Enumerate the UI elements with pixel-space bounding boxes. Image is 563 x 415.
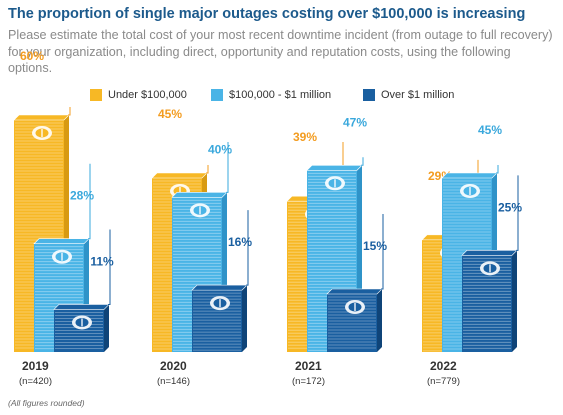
bar-2021-100k-1m-leader [361, 157, 364, 166]
bar-2021-over-1m-label: 15% [363, 239, 387, 253]
year-label-2019: 2019 [22, 359, 49, 373]
legend-label-100k-1m: $100,000 - $1 million [229, 89, 332, 101]
bar-2021-over-1m-side [377, 289, 382, 352]
bar-2020-over-1m-top [191, 284, 248, 291]
sample-size-2022: (n=779) [427, 376, 460, 387]
bar-2020-under-100k-label: 45% [158, 107, 182, 121]
legend-swatch-over-1m [363, 89, 375, 101]
bar-2020-under-100k-leader [206, 165, 209, 174]
bar-2021-over-1m-top [326, 288, 383, 295]
bar-2022-over-1m-top [461, 250, 518, 256]
bar-2022-100k-1m-label: 45% [478, 123, 502, 137]
sample-size-2019: (n=420) [19, 376, 52, 387]
chart-title: The proportion of single major outages c… [8, 6, 526, 22]
legend-item-over-1m: Over $1 million [363, 89, 454, 101]
bar-2019-100k-1m-top [33, 238, 90, 245]
bar-2021-over-1m-leader [381, 214, 384, 290]
bar-2019-under-100k-label: 60% [20, 49, 44, 63]
sample-size-2020: (n=146) [157, 376, 190, 387]
bar-2019-100k-1m-leader [88, 163, 91, 240]
bar-2021-100k-1m-top [306, 164, 363, 171]
bar-2020-over-1m-leader [246, 210, 249, 286]
bar-2019-over-1m-side [104, 304, 109, 352]
bar-2019-over-1m-top [53, 304, 110, 310]
chart-subtitle: Please estimate the total cost of your m… [8, 28, 553, 75]
bar-2020-100k-1m-label: 40% [208, 142, 232, 156]
legend-swatch-100k-1m [211, 89, 223, 101]
legend: Under $100,000 $100,000 - $1 million Ove… [0, 89, 563, 105]
bar-2019-under-100k-leader [68, 107, 71, 116]
bar-2020-under-100k-top [151, 172, 208, 179]
legend-item-under-100k: Under $100,000 [90, 89, 187, 101]
year-label-2021: 2021 [295, 359, 322, 373]
bar-2019-over-1m-label: 11% [90, 254, 114, 268]
bar-2022-100k-1m-top [441, 172, 498, 179]
bar-2021-under-100k-label: 39% [293, 130, 317, 144]
bar-2019-over-1m-leader [108, 229, 111, 305]
bar-2022-100k-1m-leader [496, 165, 499, 174]
legend-swatch-under-100k [90, 89, 102, 101]
bar-2022-over-1m-label: 25% [498, 200, 522, 214]
year-label-2020: 2020 [160, 359, 187, 373]
sample-size-2021: (n=172) [292, 376, 325, 387]
bar-2020-over-1m-side [242, 285, 247, 352]
footnote: (All figures rounded) [8, 398, 85, 408]
bar-2020-100k-1m-top [171, 192, 228, 198]
legend-item-100k-1m: $100,000 - $1 million [211, 89, 331, 101]
legend-label-over-1m: Over $1 million [381, 89, 455, 101]
bar-2020-over-1m-label: 16% [228, 235, 252, 249]
bar-2022-over-1m-leader [516, 175, 519, 251]
year-label-2022: 2022 [430, 359, 457, 373]
bar-2021-100k-1m-label: 47% [343, 115, 367, 129]
bar-2022-over-1m-side [512, 250, 517, 352]
bar-2019-100k-1m-label: 28% [70, 189, 94, 203]
legend-label-under-100k: Under $100,000 [108, 89, 187, 101]
bar-2019-under-100k-top [13, 114, 70, 121]
bar-2020-100k-1m-leader [226, 142, 229, 193]
